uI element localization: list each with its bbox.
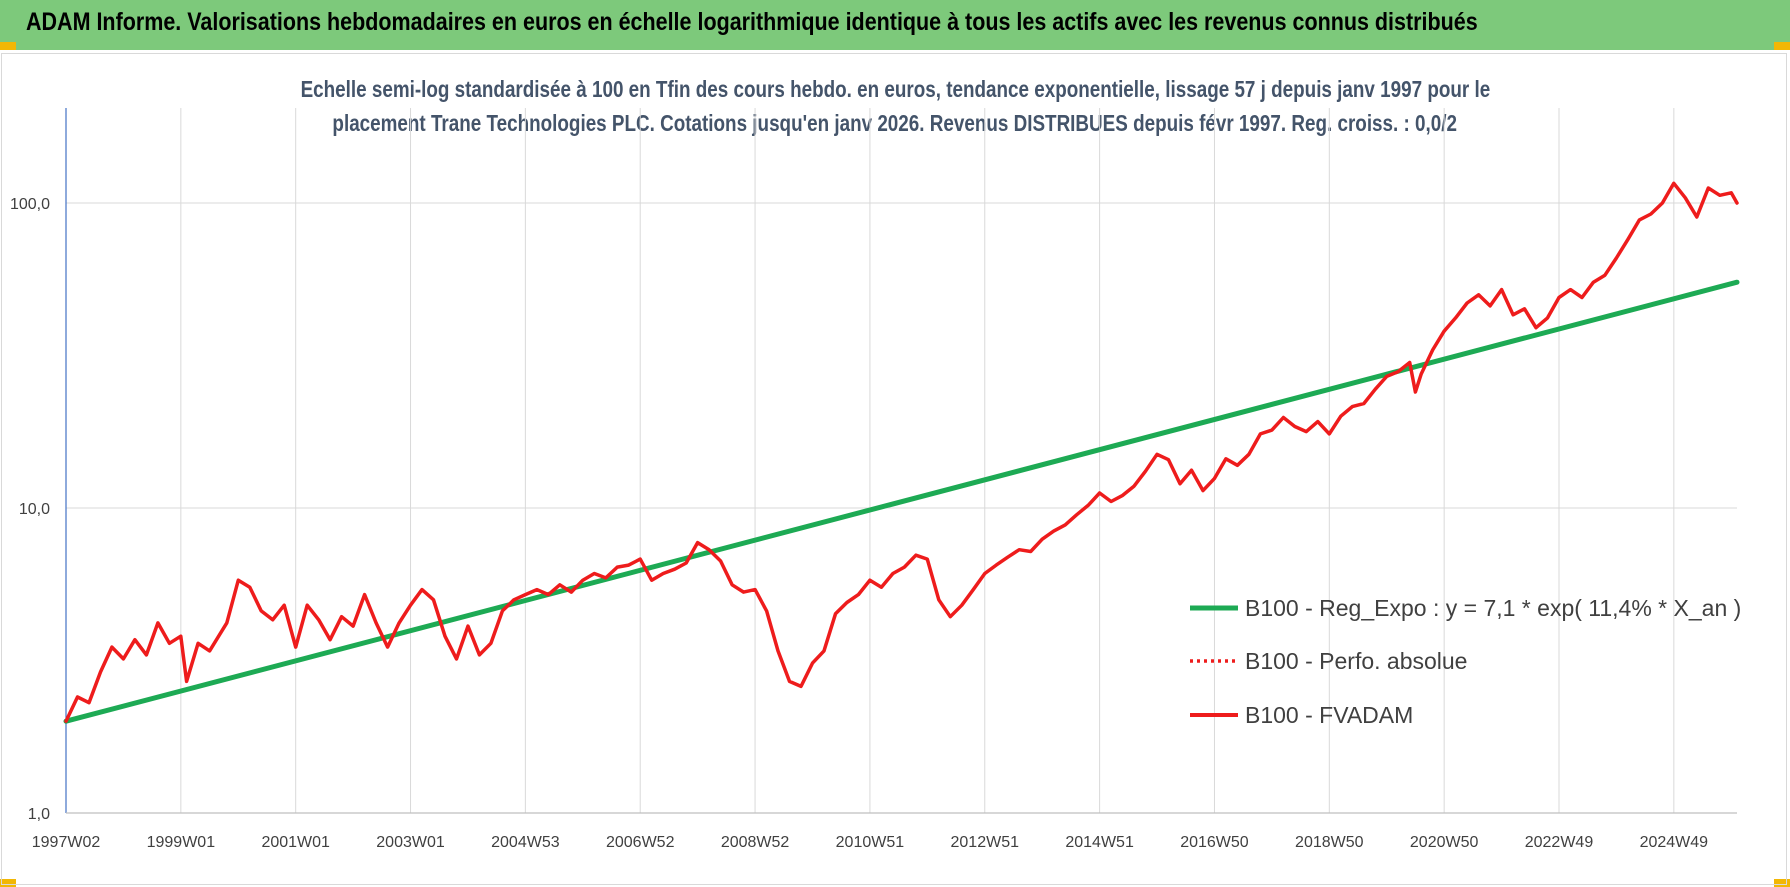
chart-legend: B100 - Reg_Expo : y = 7,1 * exp( 11,4% *…	[1190, 595, 1741, 728]
x-tick-label: 2024W49	[1640, 834, 1709, 851]
x-tick-label: 2004W53	[491, 834, 560, 851]
legend-entry-perfo-label: B100 - Perfo. absolue	[1245, 648, 1467, 674]
corner-marker-top-right	[1774, 42, 1790, 50]
chart-subtitle-line-2: placement Trane Technologies PLC. Cotati…	[332, 110, 1458, 136]
x-tick-label: 2014W51	[1065, 834, 1134, 851]
x-tick-label: 1999W01	[147, 834, 216, 851]
y-tick-label: 100,0	[10, 196, 50, 213]
corner-marker-bottom-right	[1774, 879, 1790, 887]
legend-entry-fvadam-label: B100 - FVADAM	[1245, 702, 1413, 728]
corner-marker-bottom-left	[0, 879, 16, 887]
fvadam-line	[64, 181, 1739, 723]
x-tick-label: 2018W50	[1295, 834, 1364, 851]
x-tick-label: 2020W50	[1410, 834, 1479, 851]
y-tick-label: 10,0	[19, 501, 50, 518]
y-tick-label: 1,0	[28, 806, 50, 823]
title-banner: ADAM Informe. Valorisations hebdomadaire…	[0, 0, 1790, 50]
x-tick-label: 1997W02	[32, 834, 101, 851]
x-tick-label: 2016W50	[1180, 834, 1249, 851]
x-tick-label: 2008W52	[721, 834, 790, 851]
x-tick-label: 2010W51	[836, 834, 905, 851]
x-tick-label: 2006W52	[606, 834, 675, 851]
chart-subtitle-line-1: Echelle semi-log standardisée à 100 en T…	[300, 76, 1491, 102]
x-tick-label: 2003W01	[376, 834, 445, 851]
x-tick-label: 2012W51	[951, 834, 1020, 851]
chart-frame	[1, 53, 1787, 885]
corner-marker-top-left	[0, 42, 16, 50]
page-title: ADAM Informe. Valorisations hebdomadaire…	[26, 8, 1478, 36]
trend-line	[63, 279, 1740, 724]
x-tick-label: 2001W01	[261, 834, 330, 851]
legend-entry-trend-label: B100 - Reg_Expo : y = 7,1 * exp( 11,4% *…	[1245, 595, 1741, 621]
x-tick-label: 2022W49	[1525, 834, 1594, 851]
